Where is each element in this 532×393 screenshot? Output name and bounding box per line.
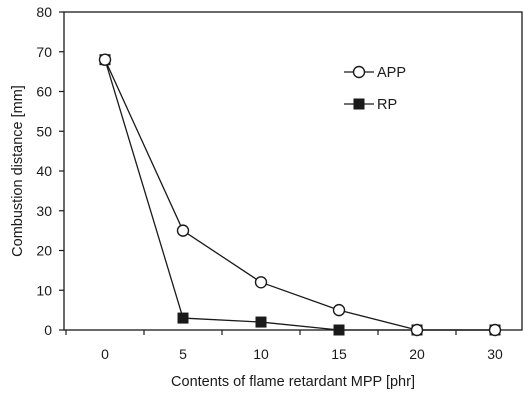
x-tick-label: 0 bbox=[101, 346, 109, 362]
x-tick-label: 20 bbox=[409, 346, 425, 362]
y-tick-label: 70 bbox=[36, 44, 52, 60]
data-point-app bbox=[332, 303, 346, 317]
y-tick-label: 50 bbox=[36, 123, 52, 139]
data-point-app bbox=[410, 323, 424, 337]
legend-label-rp: RP bbox=[377, 97, 397, 113]
y-tick-label: 40 bbox=[36, 163, 52, 179]
series-line-rp bbox=[104, 59, 495, 331]
y-axis-ticks: 0 10 20 30 40 50 60 70 80 bbox=[36, 4, 64, 338]
legend-marker-app bbox=[352, 65, 366, 79]
y-tick-label: 20 bbox=[36, 243, 52, 259]
y-tick-label: 10 bbox=[36, 282, 52, 298]
data-point-app bbox=[98, 53, 112, 66]
data-point-app bbox=[176, 224, 190, 237]
y-tick-label: 60 bbox=[36, 84, 52, 100]
data-point-rp bbox=[255, 316, 267, 328]
x-tick-label: 5 bbox=[179, 346, 187, 362]
axes bbox=[63, 11, 523, 331]
data-point-rp bbox=[333, 324, 345, 336]
y-axis-title: Combustion distance [mm] bbox=[10, 85, 26, 257]
x-tick-label: 10 bbox=[253, 346, 269, 362]
data-point-app bbox=[254, 276, 268, 289]
x-tick-label: 15 bbox=[331, 346, 347, 362]
series-layer bbox=[98, 53, 502, 337]
series-line-app bbox=[104, 59, 495, 331]
plot-frame bbox=[63, 11, 523, 331]
x-axis-title: Contents of flame retardant MPP [phr] bbox=[171, 374, 415, 390]
y-tick-label: 0 bbox=[44, 322, 52, 338]
x-axis-ticks: 0 5 10 15 20 30 bbox=[65, 330, 503, 362]
y-tick-label: 80 bbox=[36, 4, 52, 20]
legend-marker-rp bbox=[353, 98, 365, 110]
data-point-rp bbox=[177, 312, 189, 324]
data-point-app bbox=[488, 323, 502, 337]
x-tick-label: 30 bbox=[487, 346, 503, 362]
legend-label-app: APP bbox=[377, 65, 406, 81]
legend: APP RP bbox=[344, 65, 406, 113]
y-tick-label: 30 bbox=[36, 203, 52, 219]
